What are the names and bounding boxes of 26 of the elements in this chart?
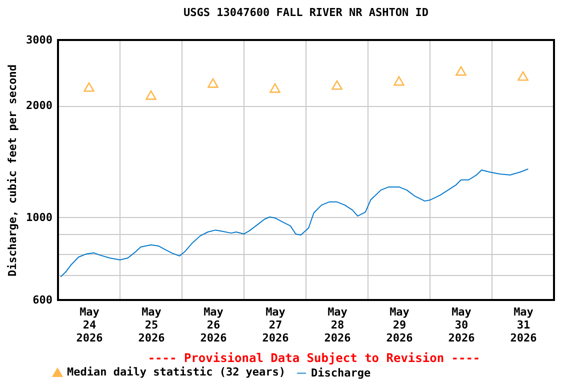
point: [456, 66, 466, 76]
y-tick-label: 1000: [26, 210, 52, 224]
point: [518, 71, 528, 81]
point: [270, 83, 280, 93]
x-tick-label: May 25 2026: [138, 306, 166, 344]
point: [332, 80, 342, 90]
x-tick-label: May 28 2026: [324, 306, 352, 344]
x-tick-label: May 27 2026: [262, 306, 290, 344]
point: [84, 82, 94, 92]
point: [146, 90, 156, 100]
x-tick-label: May 31 2026: [510, 306, 538, 344]
y-tick-label: 3000: [26, 34, 52, 46]
x-tick-label: May 30 2026: [448, 306, 476, 344]
y-tick-label: 2000: [26, 99, 52, 112]
legend-label: Discharge: [311, 366, 371, 380]
y-axis-title: Discharge, cubic feet per second: [6, 64, 20, 276]
x-tick-label: May 24 2026: [76, 306, 104, 344]
x-tick-label: May 29 2026: [386, 306, 414, 344]
line-series: [60, 168, 529, 278]
legend-label: Median daily statistic (32 years): [67, 366, 286, 379]
point: [394, 76, 404, 86]
text: ---- Provisional Data Subject to Revision ----: [148, 351, 480, 365]
chart-title: USGS 13047600 FALL RIVER NR ASHTON ID: [183, 6, 429, 19]
point: [208, 78, 218, 88]
x-tick-label: May 26 2026: [200, 306, 228, 344]
y-tick-label: 600: [32, 294, 52, 306]
